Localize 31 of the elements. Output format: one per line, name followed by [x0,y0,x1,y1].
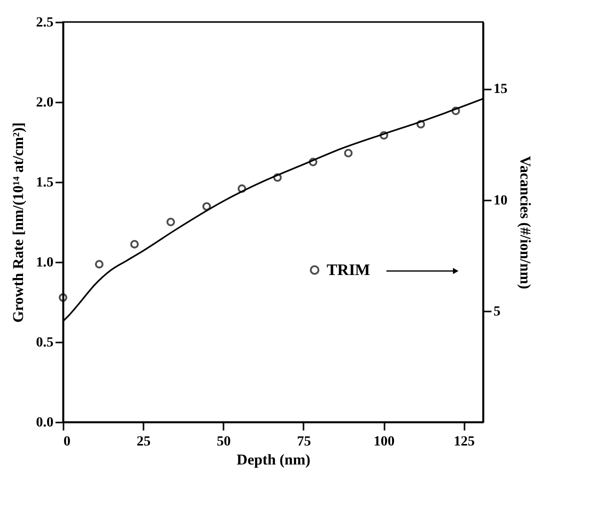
x-tick-label: 125 [454,434,475,450]
y2-tick-label: 15 [494,82,508,98]
x-tick-label: 50 [216,434,231,450]
point [451,106,460,116]
x-tick-label: 25 [136,434,151,450]
y2-tick-label: 5 [494,304,500,320]
point [380,131,388,140]
point [166,218,175,226]
x-tick-label: 0 [64,434,70,450]
point [238,184,246,193]
point [273,173,282,182]
point [130,240,139,248]
point [308,158,318,166]
y-tick-label: 0.0 [36,416,54,430]
legend-label: TRIM [326,262,370,279]
point [344,148,353,158]
y-tick-label: 1.5 [36,176,54,190]
y-tick-label: 2.0 [36,96,54,110]
point [202,202,211,211]
y2-axis-title: Vacancies (#/ion/nm) [516,156,532,290]
y-axis-title: Growth Rate [nm/(10¹⁴ at/cm²)] [11,122,27,323]
point [58,293,68,302]
y2-tick-label: 10 [494,193,508,208]
x-tick-label: 75 [296,434,311,450]
y-tick-label: 1.0 [36,256,54,270]
y-tick-label: 0.5 [36,336,54,350]
x-tick-label: 100 [374,434,395,450]
x-axis-title: Depth (nm) [236,452,310,468]
point [94,260,104,268]
point [416,120,426,128]
y-tick-label: 2.5 [36,16,54,30]
